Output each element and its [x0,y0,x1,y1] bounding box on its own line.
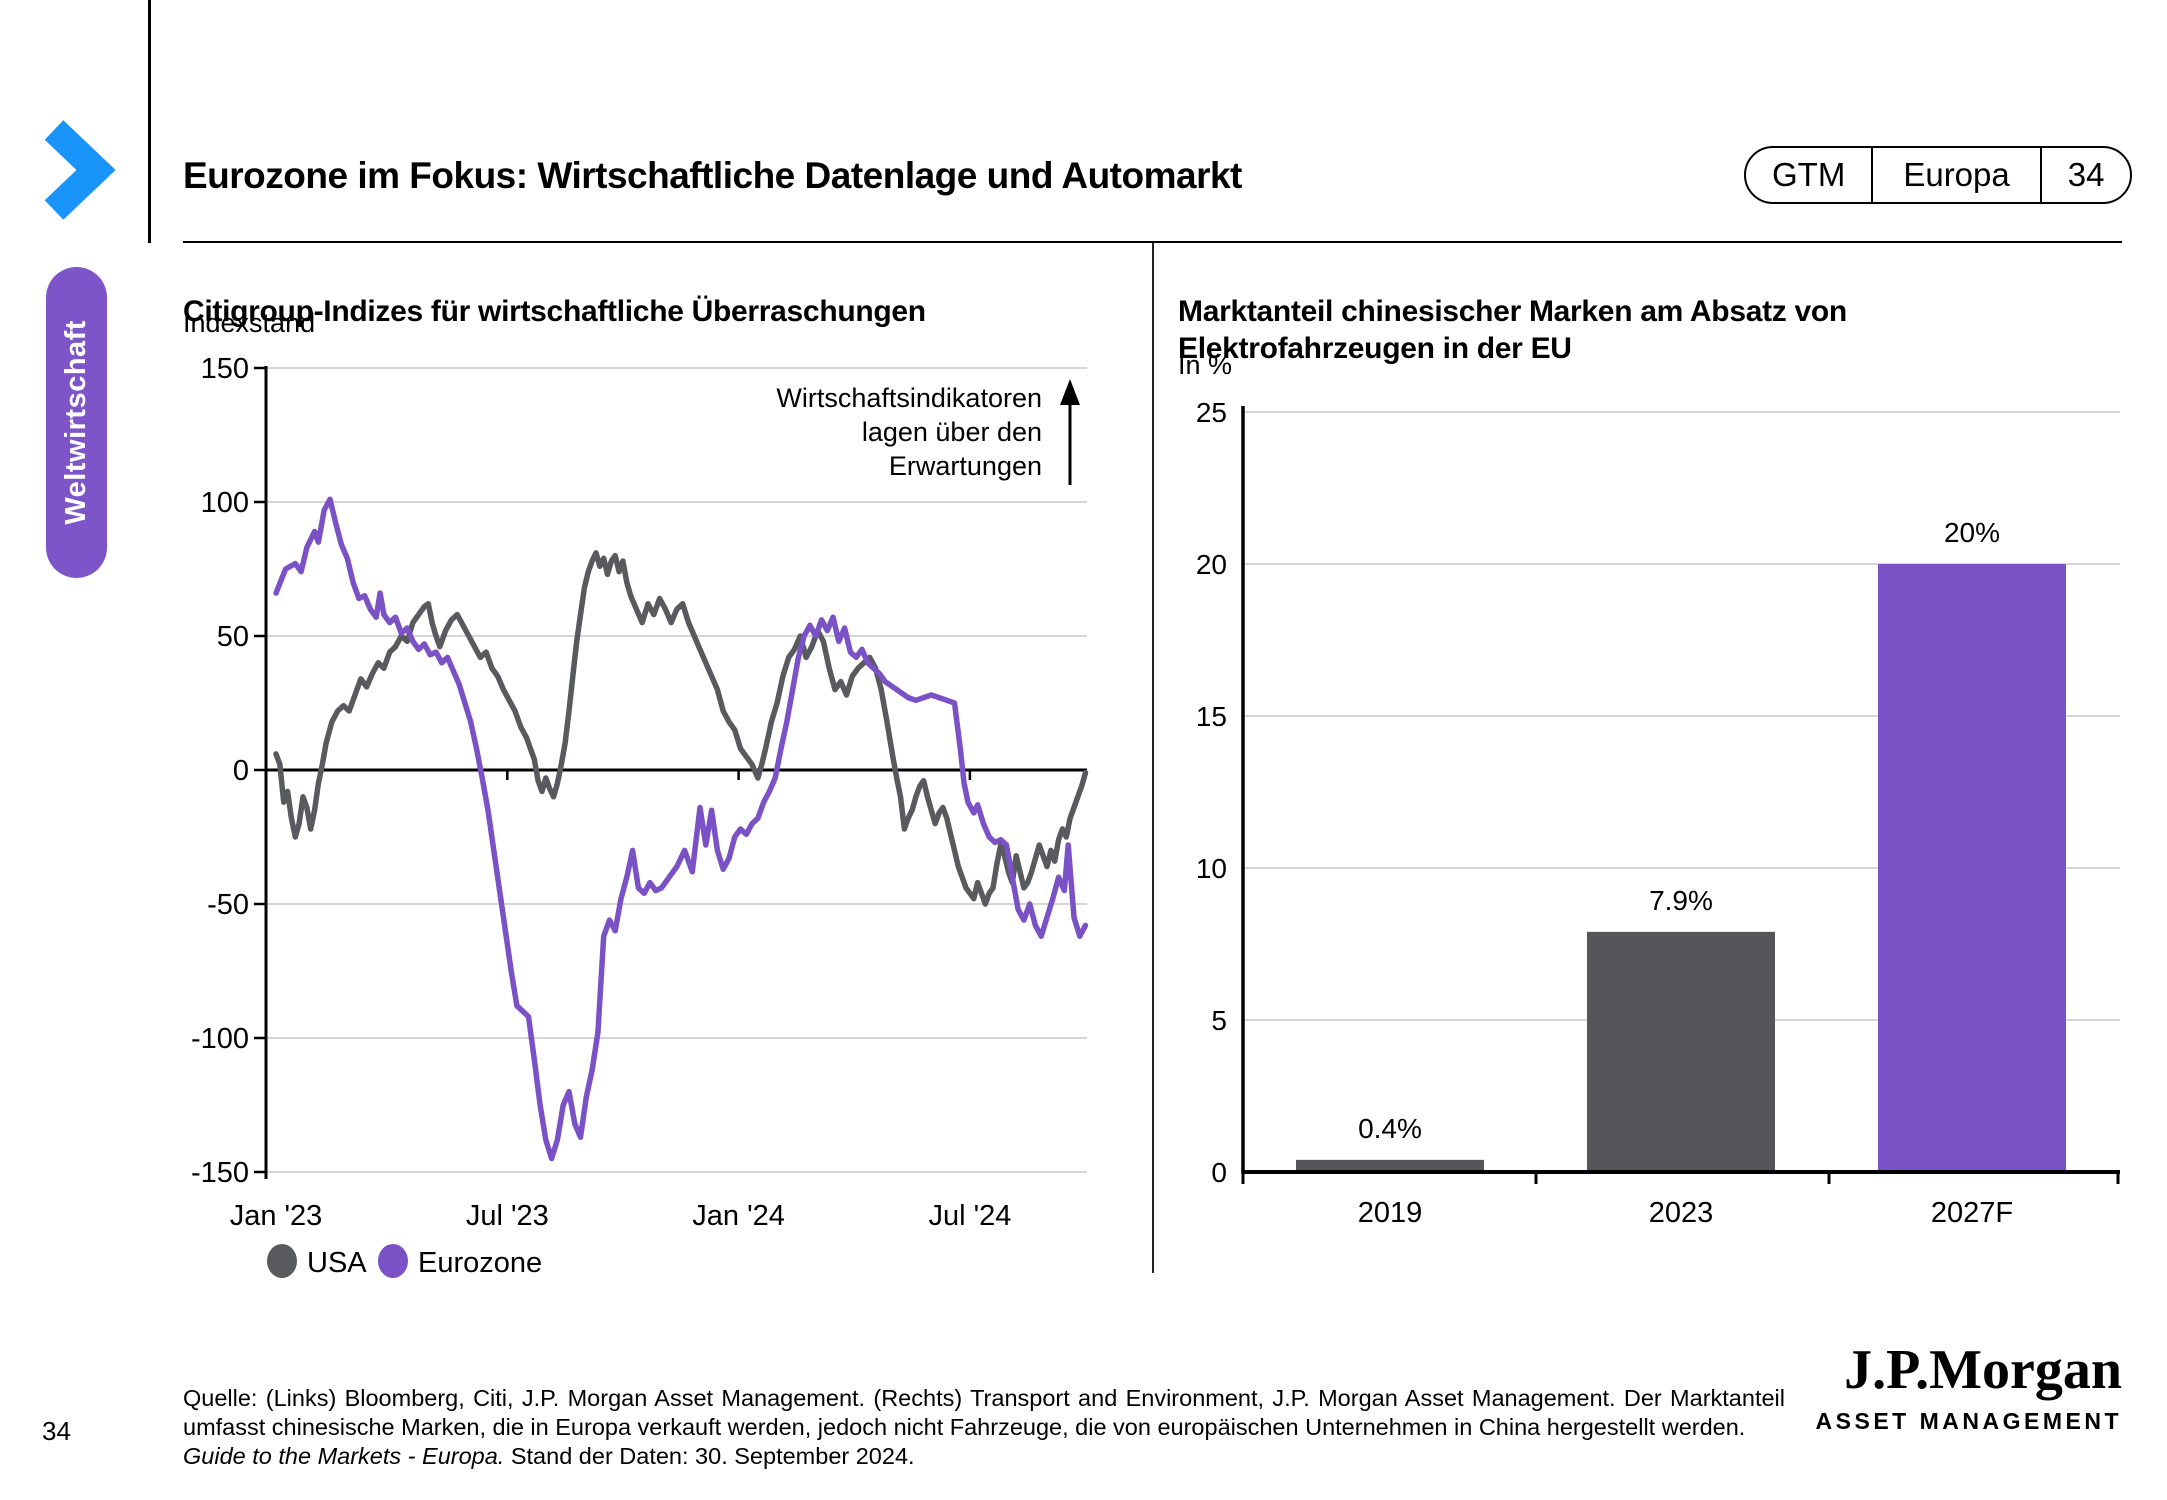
bar-value-label: 0.4% [1358,1113,1422,1144]
gtm-badge-page: 34 [2067,156,2105,193]
y-tick-label: -50 [207,889,249,921]
gtm-badge-region: Europa [1871,148,2042,202]
gtm-badge-gtm: GTM [1772,156,1846,193]
guide-title: Guide to the Markets - Europa. [183,1443,505,1469]
right-chart-title: Marktanteil chinesischer Marken am Absat… [1178,293,1978,367]
usa-line [273,550,1089,907]
legend-label: Eurozone [418,1247,542,1279]
title-rule [183,241,2122,243]
annotation-line: Wirtschaftsindikatoren [776,383,1042,413]
header-divider-line [148,0,151,243]
right-chart-title-line2: Elektrofahrzeugen in der EU [1178,331,1572,365]
left-chart-subtitle: Indexstand [183,308,316,338]
sidebar-tab-label: Weltwirtschaft [60,320,92,525]
y-tick-label: 10 [1196,853,1227,884]
y-tick-label: 150 [201,353,249,385]
eurozone-line [273,496,1089,1162]
bar-value-label: 20% [1944,517,2000,548]
guide-date: Stand der Daten: 30. September 2024. [504,1443,915,1469]
bar-2019 [1296,1159,1484,1172]
left-chart-title: Citigroup-Indizes für wirtschaftliche Üb… [183,294,926,328]
up-arrow-head [1060,379,1080,405]
guide-line: Guide to the Markets - Europa. Stand der… [183,1442,1785,1471]
annotation-line: lagen über den [862,417,1042,447]
legend-label: USA [307,1247,367,1279]
legend-dot-usa [267,1244,297,1278]
right-chart-subtitle: In % [1178,350,1233,380]
y-tick-label: 15 [1196,701,1227,732]
y-tick-label: -150 [191,1157,249,1189]
x-category-label: 2027F [1931,1197,2013,1229]
y-tick-label: 25 [1196,397,1227,428]
x-tick-label: Jul '23 [466,1200,549,1232]
jpmorgan-logo: J.P.Morgan ASSET MANAGEMENT [1816,1340,2122,1435]
y-tick-label: -100 [191,1023,249,1055]
page-title: Eurozone im Fokus: Wirtschaftliche Daten… [183,154,1242,196]
y-tick-label: 50 [217,621,249,653]
y-tick-label: 20 [1196,549,1227,580]
y-tick-label: 5 [1211,1005,1227,1036]
gtm-badge: GTM Europa 34 [1744,146,2133,204]
x-tick-label: Jul '24 [928,1200,1011,1232]
x-tick-label: Jan '24 [692,1200,785,1232]
x-category-label: 2023 [1649,1197,1714,1229]
y-tick-label: 0 [233,755,249,787]
panel-divider [1152,243,1154,1273]
annotation-line: Erwartungen [889,451,1042,481]
y-tick-label: 100 [201,487,249,519]
chevron-right-icon [44,120,116,220]
x-tick-label: Jan '23 [230,1200,323,1232]
y-tick-label: 0 [1211,1157,1227,1188]
page-number: 34 [42,1416,71,1446]
bar-value-label: 7.9% [1649,885,1713,916]
bar-2023 [1587,931,1775,1172]
x-category-label: 2019 [1358,1197,1423,1229]
right-chart-title-line1: Marktanteil chinesischer Marken am Absat… [1178,294,1847,328]
source-note: Quelle: (Links) Bloomberg, Citi, J.P. Mo… [183,1384,1785,1471]
surprise-line-chart: 150 100 50 0 -50 -100 -150 Jan '23 Jul '23 Jan '2… [191,353,1089,1279]
bar-2027F [1878,564,2066,1172]
sidebar-tab-weltwirtschaft[interactable]: Weltwirtschaft [46,267,107,578]
jpmorgan-logo-word: J.P.Morgan [1844,1339,2122,1401]
legend-dot-eurozone [378,1244,408,1278]
source-paragraph: Quelle: (Links) Bloomberg, Citi, J.P. Mo… [183,1385,1785,1440]
jpmorgan-logo-unit: ASSET MANAGEMENT [1815,1408,2122,1434]
ev-marketshare-bar-chart: 0.4% 7.9% 20% 0 5 10 15 20 25 2019 2023 2027F [1196,397,2120,1229]
